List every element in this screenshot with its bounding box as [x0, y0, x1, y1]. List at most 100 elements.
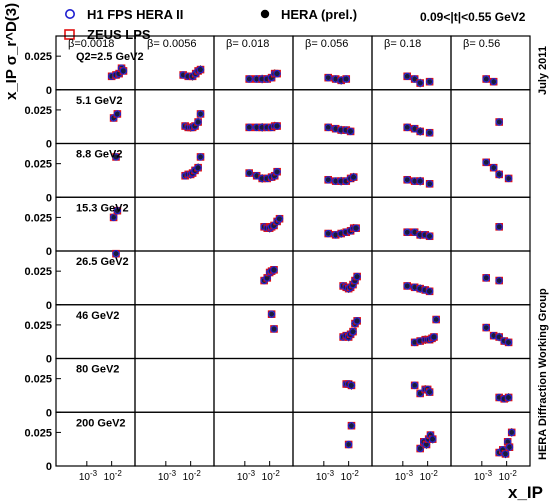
hera-point	[427, 233, 433, 239]
hera-point	[325, 177, 331, 183]
hera-point	[412, 178, 418, 184]
beta-label: β= 0.056	[305, 38, 348, 50]
h1-point	[113, 206, 122, 215]
hera-point	[404, 283, 410, 289]
panel-frame	[213, 142, 294, 198]
panel-frame	[450, 196, 531, 252]
hera-point	[338, 77, 344, 83]
hera-point	[271, 267, 277, 273]
h1-point	[270, 266, 278, 274]
hera-point	[506, 394, 512, 400]
x-tick-label: 10-3	[316, 469, 335, 483]
hera-point	[271, 326, 277, 332]
hera-point	[506, 444, 512, 450]
h1-point	[403, 72, 411, 81]
h1-point	[410, 75, 419, 83]
h1-point	[352, 224, 360, 232]
hera-point	[277, 216, 283, 222]
hera-point	[246, 170, 252, 176]
h1-point	[416, 389, 424, 398]
hera-point	[333, 232, 339, 238]
hera-point	[325, 231, 331, 237]
h1-point	[353, 317, 361, 325]
hera-point	[343, 76, 349, 82]
hera-point	[325, 75, 331, 81]
h1-point	[112, 153, 120, 161]
panel-frame	[213, 250, 294, 306]
panel-frame	[213, 411, 294, 467]
h1-point	[425, 388, 434, 396]
y-tick-label: 0.025	[24, 266, 52, 278]
hera-point	[509, 429, 515, 435]
hera-point	[198, 111, 204, 117]
y-tick-label: 0.025	[24, 320, 52, 332]
hera-point	[254, 76, 260, 82]
h1-point	[196, 153, 205, 161]
x-tick-label: 10-3	[237, 469, 256, 483]
hera-point	[274, 169, 280, 175]
panel-frame	[450, 89, 531, 145]
hera-point	[111, 214, 117, 220]
h1-point	[324, 176, 332, 184]
panel-frame	[371, 89, 452, 145]
h1-point	[425, 129, 434, 137]
h1-point	[416, 177, 424, 185]
y-tick-label: 0	[46, 300, 52, 312]
y-tick-label: 0.025	[24, 374, 52, 386]
panel-frame	[450, 250, 531, 306]
h1-point	[267, 310, 276, 318]
y-tick-label: 0.025	[24, 212, 52, 224]
date-label: July 2011	[537, 46, 549, 95]
h1-point	[196, 110, 205, 118]
legend-marker-zeus	[64, 29, 75, 40]
q2-label: 8.8 GeV2	[76, 149, 122, 161]
h1-point	[504, 393, 513, 402]
x-tick-label: 10-3	[158, 469, 177, 483]
hera-point	[417, 128, 423, 134]
h1-point	[416, 79, 424, 87]
hera-point	[195, 119, 201, 125]
h1-point	[403, 176, 411, 184]
x-tick-label: 10-2	[341, 469, 360, 483]
panel-frame	[134, 411, 215, 467]
hera-point	[264, 275, 270, 281]
h1-point	[416, 127, 424, 136]
h1-point	[324, 123, 332, 132]
panel-frame	[213, 89, 294, 145]
hera-point	[427, 288, 433, 294]
hera-point	[198, 154, 204, 160]
y-tick-label: 0	[46, 407, 52, 419]
h1-point	[324, 229, 332, 238]
hera-point	[348, 423, 354, 429]
h1-point	[346, 127, 355, 136]
x-tick-label: 10-2	[183, 469, 202, 483]
y-tick-label: 0	[46, 461, 52, 473]
hera-point	[354, 318, 360, 324]
legend: H1 FPS HERA II ZEUS LPS HERA (prel.)	[64, 7, 357, 42]
legend-marker-hera	[260, 9, 270, 19]
q2-label: 5.1 GeV2	[76, 95, 122, 107]
beta-label: β= 0.56	[463, 38, 500, 50]
group-label: HERA Diffraction Working Group	[537, 288, 549, 460]
t-range-label: 0.09<|t|<0.55 GeV2	[420, 10, 526, 24]
panel-frame	[292, 304, 373, 360]
hera-point	[113, 251, 119, 257]
hera-point	[338, 231, 344, 237]
h1-point	[403, 228, 411, 236]
beta-label: β= 0.0056	[147, 38, 196, 50]
q2-label: 26.5 GeV2	[76, 256, 129, 268]
hera-point	[496, 224, 502, 230]
q2-label: 200 GeV2	[76, 417, 126, 429]
x-tick-label: 10-2	[420, 469, 439, 483]
hera-point	[503, 451, 509, 457]
y-axis-label: x_IP σ_r^D(3)	[3, 3, 20, 100]
beta-label: β= 0.018	[226, 38, 269, 50]
h1-point	[270, 325, 278, 333]
hera-point	[417, 390, 423, 396]
panel-grid	[55, 35, 531, 467]
x-tick-label: 10-2	[104, 469, 123, 483]
h1-point	[429, 435, 437, 443]
h1-point	[495, 333, 503, 341]
hera-point	[427, 181, 433, 187]
h1-point	[403, 123, 411, 132]
